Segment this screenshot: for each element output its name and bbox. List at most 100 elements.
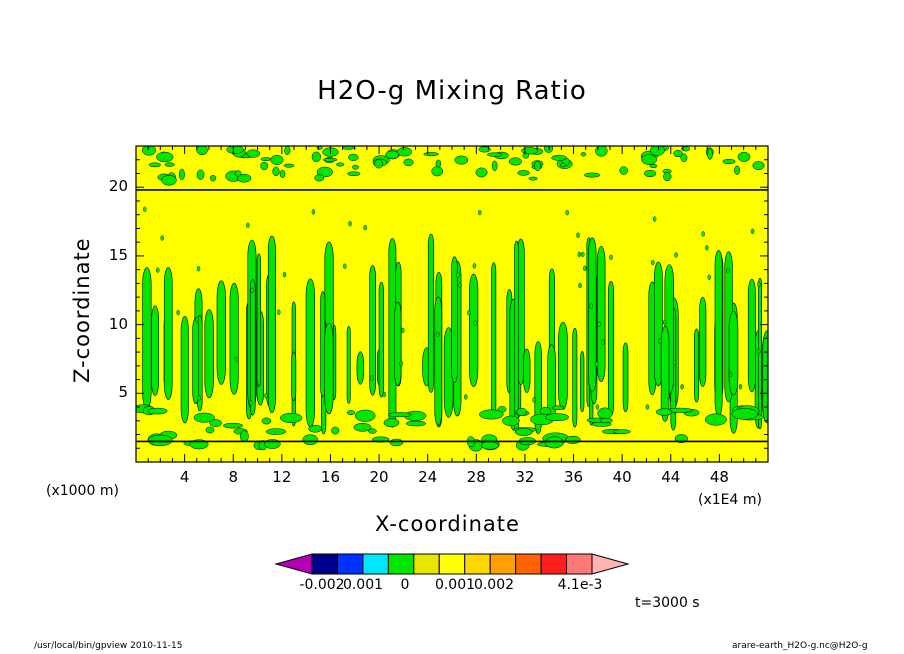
plume-streak	[180, 316, 189, 424]
upper-blob	[560, 162, 566, 168]
upper-blob	[544, 146, 554, 153]
scatter-dot	[311, 209, 316, 215]
lower-blob	[308, 424, 323, 433]
upper-blob	[279, 169, 286, 178]
lower-blob	[612, 429, 631, 434]
scatter-dot	[363, 224, 367, 231]
lower-blob	[405, 420, 426, 427]
upper-blob	[246, 149, 261, 158]
colorbar	[274, 553, 630, 575]
upper-blob	[528, 176, 538, 181]
lower-blob	[544, 436, 564, 449]
scatter-dot	[662, 319, 667, 326]
contour-field	[136, 146, 768, 462]
x-tick-label: 4	[179, 468, 190, 486]
lower-blob	[205, 426, 215, 434]
upper-blob	[722, 158, 736, 165]
colorbar-tick-label: 4.1e-3	[557, 577, 603, 593]
lower-blob	[502, 415, 520, 426]
colorbar-tick-label: -0.002	[299, 577, 345, 593]
plume-streak	[580, 351, 585, 413]
lower-blob	[480, 441, 499, 450]
scatter-dot	[738, 384, 743, 390]
scatter-dot	[197, 395, 201, 401]
colorbar-tick-label: 0	[400, 577, 410, 593]
lower-blob	[387, 412, 412, 418]
lower-blob	[240, 430, 249, 443]
scatter-dot	[472, 263, 477, 269]
upper-blob	[491, 160, 498, 172]
upper-blob	[486, 152, 503, 157]
upper-blob	[478, 146, 491, 153]
scatter-dot	[565, 209, 569, 216]
upper-blob	[164, 162, 175, 167]
colorbar-tick-label: 0.002	[473, 577, 515, 593]
upper-blob	[619, 166, 628, 175]
plume-streak	[622, 342, 629, 413]
upper-blob	[178, 168, 185, 181]
lower-blob	[265, 428, 287, 435]
plume-streak	[249, 279, 256, 416]
upper-blob	[260, 161, 269, 171]
upper-blob	[196, 146, 208, 156]
chart-title: H2O-g Mixing Ratio	[317, 76, 587, 106]
upper-blob	[435, 159, 442, 168]
upper-blob	[161, 175, 177, 186]
time-label: t=3000 s	[635, 595, 700, 611]
plume-streak	[320, 291, 326, 398]
upper-blob	[322, 157, 338, 162]
colorbar-segment	[438, 553, 466, 575]
lower-blob	[731, 408, 759, 420]
scatter-dot	[645, 404, 650, 410]
scatter-dot	[160, 235, 164, 241]
upper-blob	[397, 147, 413, 157]
lower-blob	[148, 434, 173, 447]
scatter-dot	[578, 282, 582, 289]
upper-blob	[431, 166, 444, 177]
upper-blob	[348, 153, 359, 161]
scatter-dot	[577, 251, 582, 258]
upper-blob	[522, 152, 530, 159]
plume-streak	[324, 322, 334, 415]
upper-blob	[595, 146, 608, 157]
scatter-dot	[581, 251, 585, 258]
upper-blob	[475, 167, 488, 178]
lower-blob	[353, 422, 372, 432]
lower-blob	[261, 417, 272, 425]
upper-blob	[385, 150, 399, 160]
upper-blob	[650, 146, 665, 156]
lower-blob	[597, 407, 613, 420]
plume-streak	[192, 317, 200, 405]
lower-blob	[279, 412, 303, 423]
scatter-dot	[707, 274, 711, 280]
plume-streak	[163, 267, 173, 400]
upper-blob	[454, 155, 469, 165]
upper-blob	[673, 149, 683, 158]
scatter-dot	[250, 287, 254, 294]
lower-blob	[545, 413, 569, 422]
plume-streak	[305, 278, 315, 428]
scatter-dot	[348, 221, 352, 227]
x-tick-label: 32	[515, 468, 535, 486]
scatter-dot	[264, 392, 268, 399]
footer-right: arare-earth_H2O-g.nc@H2O-g	[732, 641, 868, 651]
scatter-dot	[458, 282, 462, 288]
upper-blob	[316, 166, 333, 178]
plume-streak	[216, 280, 226, 385]
scatter-dot	[249, 400, 253, 406]
lower-blob	[147, 407, 168, 415]
plume-streak	[427, 233, 435, 393]
upper-blob	[643, 169, 657, 178]
x-tick-label: 28	[466, 468, 486, 486]
lower-blob	[222, 422, 243, 429]
plume-streak	[694, 328, 700, 403]
scatter-dot	[478, 209, 482, 216]
scatter-dot	[195, 316, 199, 322]
x-axis-label: X-coordinate	[375, 512, 520, 536]
x-tick-label: 16	[320, 468, 340, 486]
colorbar-segment	[489, 553, 517, 575]
lower-blob	[193, 412, 215, 423]
plume-streak	[491, 262, 497, 419]
